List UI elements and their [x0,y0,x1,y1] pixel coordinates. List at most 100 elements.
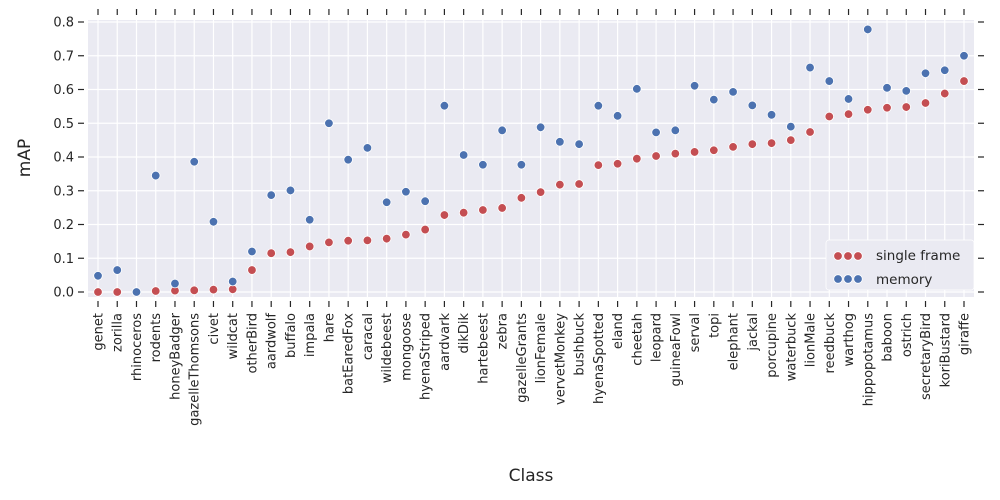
point-memory [362,143,373,153]
point-single-frame [786,135,796,145]
x-tick-label: gazelleGrants [515,313,530,403]
point-memory [651,127,661,138]
x-tick-label: baboon [881,313,896,362]
x-tick-label: serval [688,313,703,352]
legend-dot-memory [843,274,853,284]
point-memory [766,110,777,120]
point-memory [612,111,623,121]
point-single-frame [247,265,257,275]
point-memory [112,265,122,275]
point-single-frame [805,127,815,137]
point-single-frame [93,287,103,297]
point-single-frame [882,103,892,113]
legend-label-single-frame: single frame [876,248,960,264]
x-tick-label: hippopotamus [861,313,876,406]
x-tick-label: elephant [727,313,742,370]
point-single-frame [208,284,219,295]
x-tick-label: batEaredFox [342,313,357,394]
legend-dot-single-frame [843,251,853,261]
x-tick-label: hare [322,313,337,342]
legend-box [825,239,975,291]
legend: single frame memory [825,239,975,291]
point-memory [670,125,681,136]
x-tick-label: reedbuck [823,313,838,374]
y-axis-label: mAP [15,139,35,177]
point-single-frame [920,98,931,108]
legend-dot-single-frame [853,251,863,261]
x-tick-label: hyenaStriped [419,313,434,400]
point-single-frame [189,285,199,296]
point-memory [151,170,161,181]
x-tick-label: impala [303,313,318,357]
y-tick-label: 0.1 [53,252,74,267]
y-tick-label: 0.8 [53,16,74,31]
y-tick-label: 0.3 [53,184,74,199]
x-tick-label: ostrich [900,313,915,357]
legend-dot-memory [853,274,863,284]
point-single-frame [324,237,334,248]
point-single-frame [228,284,238,295]
x-tick-label: civet [207,313,222,345]
legend-dot-memory [833,274,843,284]
y-axis-ticks: 0.0 0.1 0.2 0.3 0.4 0.5 0.6 0.7 0.8 [53,16,74,301]
x-tick-label: mongoose [399,313,414,381]
outer-ticks [78,9,984,307]
x-tick-label: otherBird [245,313,260,374]
x-tick-label: warthog [842,313,857,367]
point-single-frame [516,193,527,203]
x-tick-label: eland [611,313,626,349]
point-memory [324,118,334,128]
point-memory [882,83,892,93]
point-memory [786,121,796,132]
point-single-frame [497,203,507,213]
point-single-frame [362,235,373,246]
point-single-frame [439,210,450,220]
point-single-frame [689,147,700,157]
point-memory [381,197,392,207]
legend-marker-memory [833,274,863,284]
point-single-frame [304,241,315,252]
point-memory [535,122,546,133]
x-tick-label: aardwolf [265,313,280,369]
y-tick-label: 0.0 [53,286,74,301]
point-memory [805,62,815,73]
point-memory [747,100,758,111]
x-tick-label: honeyBadger [168,312,183,400]
point-memory [920,68,931,79]
x-tick-label: bushbuck [573,313,588,376]
point-memory [959,51,969,61]
x-tick-label: genet [92,313,107,351]
point-memory [901,86,911,96]
point-single-frame [632,153,642,164]
point-memory [208,217,219,227]
x-tick-label: aardvark [438,313,453,371]
point-memory [689,81,700,91]
x-tick-label: gazelleThomsons [188,313,203,426]
point-memory [574,139,584,149]
x-tick-label: hyenaSpotted [592,313,607,404]
y-tick-label: 0.6 [53,83,74,98]
legend-label-memory: memory [876,272,932,288]
x-tick-label: vervetMonkey [553,313,568,405]
point-memory [843,94,854,104]
point-single-frame [940,88,950,99]
point-single-frame [420,224,430,235]
point-memory [439,100,450,111]
legend-dot-single-frame [833,251,843,261]
point-memory [228,276,238,287]
point-single-frame [285,247,296,257]
x-axis-label: Class [509,466,554,486]
point-memory [343,154,353,165]
point-single-frame [401,229,411,240]
point-memory [497,125,507,136]
point-single-frame [747,139,758,149]
point-memory [189,157,199,167]
point-single-frame [593,160,604,170]
point-single-frame [151,286,161,296]
point-single-frame [343,235,353,246]
point-single-frame [381,233,392,244]
point-single-frame [555,179,565,190]
y-tick-label: 0.4 [53,151,74,166]
x-tick-label: cheetah [630,313,645,366]
